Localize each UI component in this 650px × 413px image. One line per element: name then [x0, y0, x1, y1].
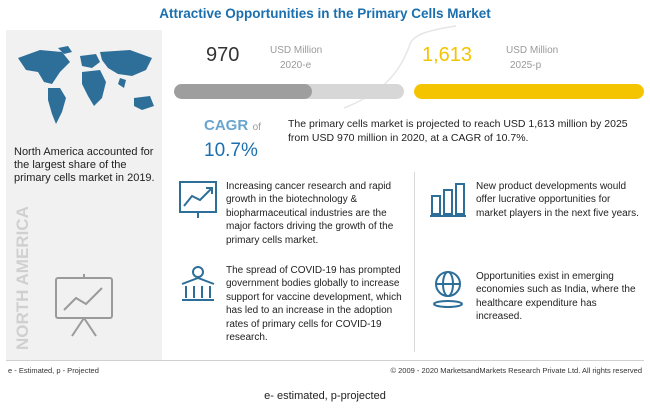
footer-legend: e - Estimated, p - Projected	[8, 366, 99, 375]
bar-2020	[174, 84, 313, 99]
cagr-value: 10.7%	[204, 140, 258, 161]
svg-text:NORTH AMERICA: NORTH AMERICA	[13, 206, 32, 350]
insight-4: Opportunities exist in emerging economie…	[476, 271, 636, 323]
cagr-of: of	[252, 122, 261, 133]
value-2025: 1,613	[422, 44, 473, 66]
figure-caption: e- estimated, p-projected	[264, 390, 386, 402]
unit-2025: USD Million	[506, 45, 559, 56]
cagr-label: CAGR	[204, 117, 249, 134]
growth-curve-decoration	[343, 25, 457, 109]
year-2020: 2020-e	[280, 60, 312, 71]
value-2020: 970	[206, 44, 240, 66]
insight-3: The spread of COVID-19 has prompted gove…	[226, 265, 402, 344]
market-description: The primary cells market is projected to…	[288, 118, 628, 144]
bar-track-2025	[414, 84, 644, 99]
page-title: Attractive Opportunities in the Primary …	[159, 6, 491, 21]
growth-chart-icon	[179, 181, 217, 218]
column-divider	[414, 172, 415, 352]
bar-2025	[414, 84, 644, 99]
region-vertical-label: NORTH AMERICA	[13, 206, 32, 350]
footer-divider	[6, 360, 644, 361]
money-growth-icon	[430, 183, 466, 217]
globe-coins-icon	[433, 271, 463, 308]
unit-2020: USD Million	[270, 45, 323, 56]
year-2025: 2025-p	[510, 60, 542, 71]
bar-track-2020	[174, 84, 404, 99]
government-building-icon	[181, 266, 215, 301]
footer-copyright: © 2009 - 2020 MarketsandMarkets Research…	[390, 366, 642, 375]
insight-1: Increasing cancer research and rapid gro…	[226, 181, 394, 246]
north-america-summary: North America accounted for the largest …	[14, 146, 155, 184]
presentation-board-icon	[55, 274, 113, 337]
insight-2: New product developments would offer luc…	[476, 181, 639, 219]
world-map-icon	[18, 46, 154, 124]
